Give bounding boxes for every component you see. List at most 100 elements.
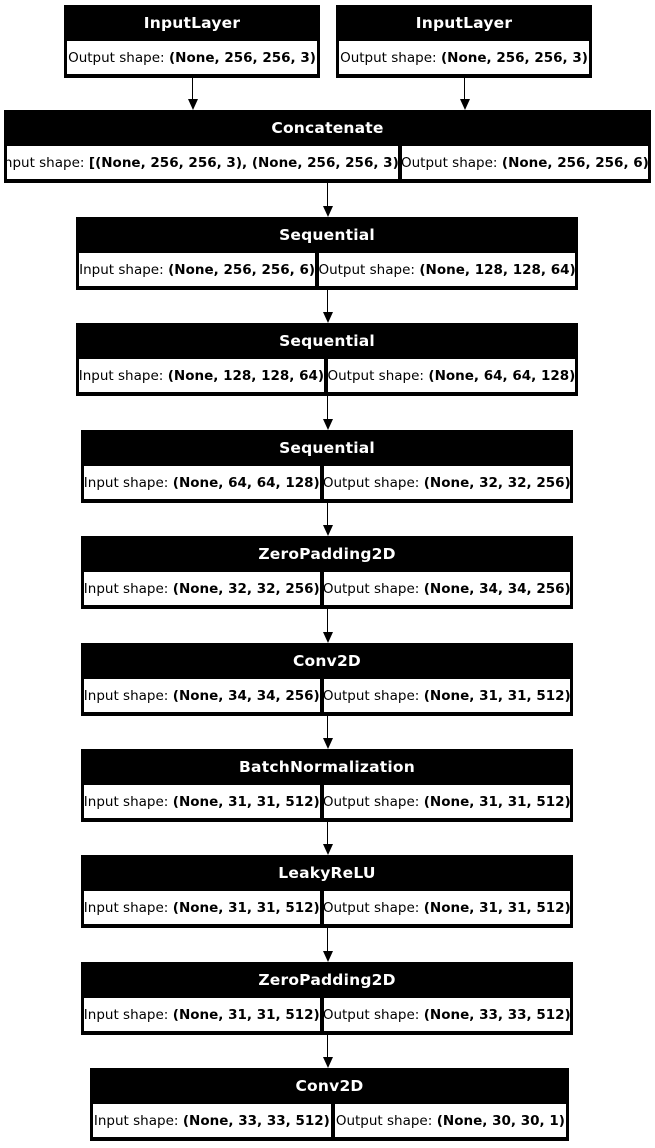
output-shape-label: Output shape: — [322, 793, 420, 810]
node-concatenate: Concatenate Input shape: [(None, 256, 25… — [4, 110, 651, 183]
output-shape-cell: Output shape: (None, 34, 34, 256) — [322, 571, 571, 606]
layer-type-label: ZeroPadding2D — [258, 545, 396, 563]
arrow-sequential-1-to-sequential-2 — [322, 290, 333, 323]
output-shape-cell: Output shape: (None, 256, 256, 3) — [338, 40, 590, 75]
node-shape-row: Input shape: (None, 64, 64, 128) Output … — [82, 465, 572, 502]
input-shape-cell: Input shape: (None, 256, 256, 6) — [78, 252, 317, 287]
input-shape-label: Input shape: — [79, 261, 164, 278]
arrow-head-icon — [322, 206, 333, 217]
arrow-line — [326, 183, 329, 206]
arrow-head-icon — [322, 951, 333, 962]
arrow-line — [326, 928, 329, 951]
node-sequential-2: Sequential Input shape: (None, 128, 128,… — [76, 323, 578, 396]
arrow-leakyrelu-to-zeropadding-2 — [322, 928, 333, 962]
node-shape-row: Input shape: (None, 31, 31, 512) Output … — [82, 997, 572, 1034]
output-shape-cell: Output shape: (None, 64, 64, 128) — [326, 358, 576, 393]
node-leakyrelu: LeakyReLU Input shape: (None, 31, 31, 51… — [81, 855, 573, 928]
arrow-sequential-2-to-sequential-3 — [322, 396, 333, 430]
node-conv2d-2: Conv2D Input shape: (None, 33, 33, 512) … — [90, 1068, 569, 1141]
arrow-line — [326, 396, 329, 419]
input-shape-value: [(None, 256, 256, 3), (None, 256, 256, 3… — [88, 154, 399, 171]
arrow-head-icon — [322, 1057, 333, 1068]
output-shape-value: (None, 31, 31, 512) — [423, 793, 571, 810]
arrow-batchnorm-to-leakyrelu — [322, 822, 333, 855]
input-shape-cell: Input shape: (None, 32, 32, 256) — [83, 571, 321, 606]
output-shape-cell: Output shape: (None, 30, 30, 1) — [333, 1103, 567, 1138]
input-shape-label: Input shape: — [78, 367, 164, 384]
arrow-head-icon — [322, 525, 333, 536]
input-shape-cell: Input shape: (None, 33, 33, 512) — [92, 1103, 332, 1138]
arrow-conv2d-1-to-batchnorm — [322, 716, 333, 749]
layer-type-label: Sequential — [279, 332, 375, 350]
input-shape-value: (None, 32, 32, 256) — [172, 580, 320, 597]
output-shape-value: (None, 64, 64, 128) — [428, 367, 576, 384]
arrow-line — [326, 822, 329, 844]
node-zeropadding2d-1: ZeroPadding2D Input shape: (None, 32, 32… — [81, 536, 573, 609]
input-shape-label: Input shape: — [83, 687, 169, 704]
layer-type-label: ZeroPadding2D — [258, 971, 396, 989]
arrow-line — [326, 609, 329, 632]
output-shape-cell: Output shape: (None, 128, 128, 64) — [318, 252, 576, 287]
layer-type-label: Conv2D — [292, 652, 361, 670]
output-shape-value: (None, 34, 34, 256) — [423, 580, 571, 597]
arrow-sequential-3-to-zeropadding-1 — [322, 503, 333, 536]
arrow-head-icon — [322, 632, 333, 643]
arrow-head-icon — [459, 99, 470, 110]
arrow-head-icon — [322, 844, 333, 855]
node-shape-row: Input shape: (None, 34, 34, 256) Output … — [82, 678, 572, 715]
arrow-concatenate-to-sequential-1 — [322, 183, 333, 217]
output-shape-label: Output shape: — [68, 49, 165, 66]
input-shape-label: Input shape: — [93, 1112, 179, 1129]
output-shape-cell: Output shape: (None, 32, 32, 256) — [322, 465, 571, 500]
output-shape-label: Output shape: — [322, 1006, 420, 1023]
node-shape-row: Output shape: (None, 256, 256, 3) — [337, 40, 591, 77]
node-shape-row: Output shape: (None, 256, 256, 3) — [65, 40, 319, 77]
output-shape-label: Output shape: — [335, 1112, 433, 1129]
arrow-input1-to-concatenate — [187, 78, 198, 110]
input-shape-value: (None, 128, 128, 64) — [167, 367, 325, 384]
layer-type-label: Sequential — [279, 439, 375, 457]
output-shape-value: (None, 33, 33, 512) — [423, 1006, 571, 1023]
input-shape-value: (None, 31, 31, 512) — [172, 899, 320, 916]
input-shape-cell: Input shape: (None, 31, 31, 512) — [83, 997, 321, 1032]
input-shape-cell: Input shape: (None, 34, 34, 256) — [83, 678, 321, 713]
input-shape-label: Input shape: — [83, 474, 169, 491]
input-shape-label: Input shape: — [83, 1006, 169, 1023]
arrow-line — [463, 78, 466, 99]
arrow-zeropadding-2-to-conv2d-2 — [322, 1035, 333, 1068]
output-shape-label: Output shape: — [322, 580, 420, 597]
input-shape-cell: Input shape: (None, 64, 64, 128) — [83, 465, 321, 500]
node-inputlayer-2: InputLayer Output shape: (None, 256, 256… — [336, 5, 592, 78]
output-shape-value: (None, 256, 256, 3) — [169, 49, 316, 66]
input-shape-label: Input shape: — [83, 793, 169, 810]
arrow-line — [326, 1035, 329, 1057]
output-shape-cell: Output shape: (None, 31, 31, 512) — [322, 890, 571, 925]
node-shape-row: Input shape: (None, 256, 256, 6) Output … — [77, 252, 577, 289]
input-shape-value: (None, 31, 31, 512) — [172, 1006, 320, 1023]
input-shape-label: Input shape: — [83, 580, 169, 597]
arrow-zeropadding-1-to-conv2d-1 — [322, 609, 333, 643]
node-shape-row: Input shape: (None, 128, 128, 64) Output… — [77, 358, 577, 395]
input-shape-cell: Input shape: (None, 128, 128, 64) — [78, 358, 325, 393]
output-shape-cell: Output shape: (None, 33, 33, 512) — [322, 997, 571, 1032]
layer-type-label: BatchNormalization — [239, 758, 415, 776]
arrow-line — [326, 503, 329, 525]
output-shape-label: Output shape: — [340, 49, 437, 66]
output-shape-label: Output shape: — [322, 474, 420, 491]
node-shape-row: Input shape: [(None, 256, 256, 3), (None… — [5, 145, 650, 182]
arrow-head-icon — [322, 738, 333, 749]
input-shape-value: (None, 33, 33, 512) — [182, 1112, 330, 1129]
layer-type-label: Conv2D — [295, 1077, 364, 1095]
node-shape-row: Input shape: (None, 31, 31, 512) Output … — [82, 890, 572, 927]
output-shape-value: (None, 128, 128, 64) — [419, 261, 576, 278]
output-shape-value: (None, 32, 32, 256) — [423, 474, 571, 491]
arrow-head-icon — [322, 419, 333, 430]
arrow-head-icon — [322, 312, 333, 323]
input-shape-label: Input shape: — [6, 154, 85, 171]
output-shape-label: Output shape: — [322, 687, 420, 704]
output-shape-value: (None, 256, 256, 6) — [501, 154, 649, 171]
arrow-head-icon — [187, 99, 198, 110]
node-sequential-3: Sequential Input shape: (None, 64, 64, 1… — [81, 430, 573, 503]
node-conv2d-1: Conv2D Input shape: (None, 34, 34, 256) … — [81, 643, 573, 716]
